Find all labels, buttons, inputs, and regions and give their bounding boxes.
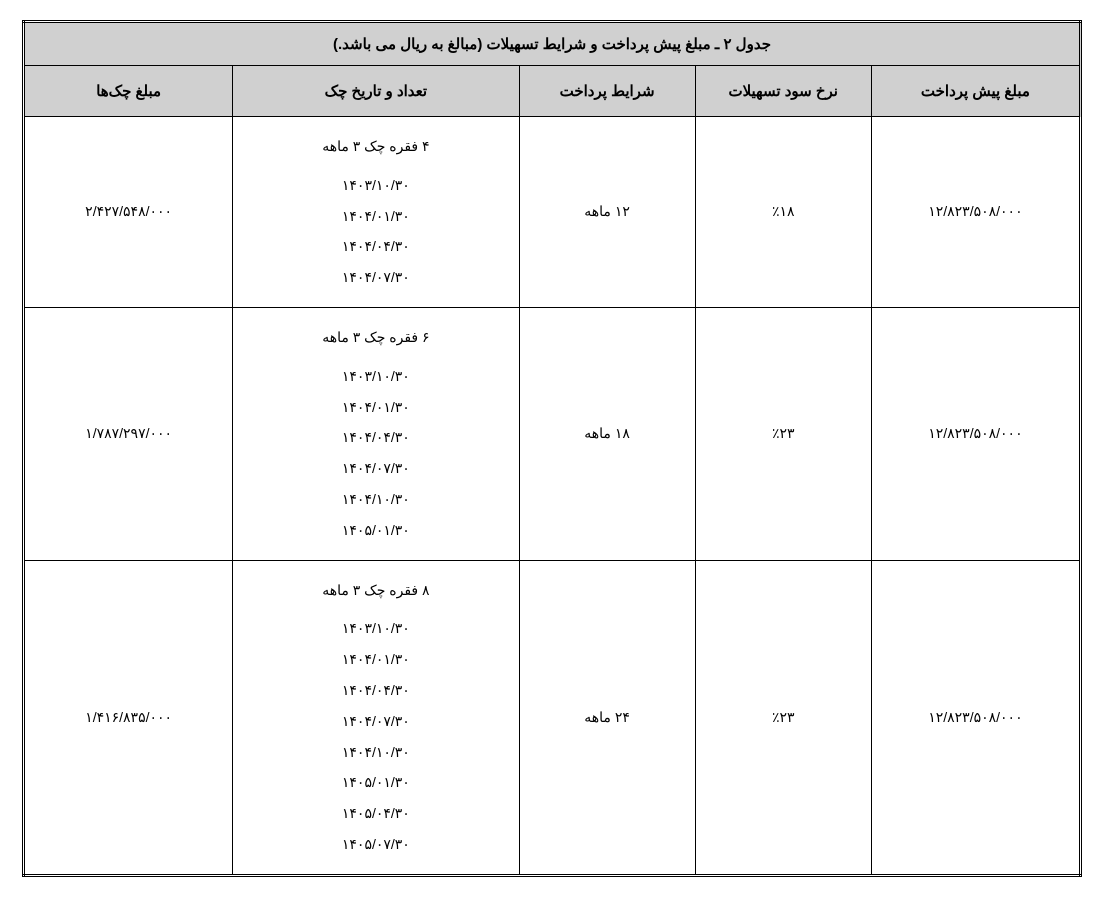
cell-check-amount: ۱/۴۱۶/۸۳۵/۰۰۰ [24,560,233,875]
table-row: ۱۲/۸۲۳/۵۰۸/۰۰۰٪۲۳۲۴ ماهه ۸ فقره چک ۳ ماهه… [24,560,1081,875]
check-date: ۱۴۰۴/۰۴/۳۰ [241,422,510,453]
cell-prepayment: ۱۲/۸۲۳/۵۰۸/۰۰۰ [871,307,1080,560]
cell-terms: ۱۸ ماهه [519,307,695,560]
cell-dates: ۴ فقره چک ۳ ماهه۱۴۰۳/۱۰/۳۰۱۴۰۴/۰۱/۳۰۱۴۰۴… [233,117,519,308]
check-date: ۱۴۰۵/۰۴/۳۰ [241,798,510,829]
cell-prepayment: ۱۲/۸۲۳/۵۰۸/۰۰۰ [871,560,1080,875]
cell-dates: ۶ فقره چک ۳ ماهه۱۴۰۳/۱۰/۳۰۱۴۰۴/۰۱/۳۰۱۴۰۴… [233,307,519,560]
cell-rate: ٪۲۳ [695,560,871,875]
table-title: جدول ۲ ـ مبلغ پیش پرداخت و شرایط تسهیلات… [24,22,1081,66]
col-header-amount: مبلغ چک‌ها [24,66,233,117]
cell-terms: ۲۴ ماهه [519,560,695,875]
col-header-prepayment: مبلغ پیش پرداخت [871,66,1080,117]
facilities-table-container: جدول ۲ ـ مبلغ پیش پرداخت و شرایط تسهیلات… [22,20,1082,877]
col-header-rate: نرخ سود تسهیلات [695,66,871,117]
table-row: ۱۲/۸۲۳/۵۰۸/۰۰۰٪۲۳۱۸ ماهه ۶ فقره چک ۳ ماهه… [24,307,1081,560]
cell-rate: ٪۲۳ [695,307,871,560]
header-row: مبلغ پیش پرداخت نرخ سود تسهیلات شرایط پر… [24,66,1081,117]
check-date: ۱۴۰۴/۰۷/۳۰ [241,453,510,484]
check-date: ۱۴۰۳/۱۰/۳۰ [241,361,510,392]
check-date: ۱۴۰۴/۱۰/۳۰ [241,484,510,515]
facilities-table: جدول ۲ ـ مبلغ پیش پرداخت و شرایط تسهیلات… [22,20,1082,877]
check-date: ۱۴۰۴/۰۱/۳۰ [241,644,510,675]
check-date: ۱۴۰۴/۰۷/۳۰ [241,262,510,293]
check-date: ۱۴۰۳/۱۰/۳۰ [241,613,510,644]
check-date: ۱۴۰۴/۱۰/۳۰ [241,737,510,768]
col-header-terms: شرایط پرداخت [519,66,695,117]
cell-terms: ۱۲ ماهه [519,117,695,308]
check-date: ۱۴۰۴/۰۷/۳۰ [241,706,510,737]
check-date: ۱۴۰۴/۰۴/۳۰ [241,231,510,262]
check-date: ۱۴۰۳/۱۰/۳۰ [241,170,510,201]
col-header-dates: تعداد و تاریخ چک [233,66,519,117]
cell-check-amount: ۱/۷۸۷/۲۹۷/۰۰۰ [24,307,233,560]
check-date: ۱۴۰۵/۰۱/۳۰ [241,767,510,798]
check-date: ۱۴۰۴/۰۴/۳۰ [241,675,510,706]
check-date: ۱۴۰۴/۰۱/۳۰ [241,201,510,232]
check-count-label: ۶ فقره چک ۳ ماهه [241,322,510,353]
table-body: ۱۲/۸۲۳/۵۰۸/۰۰۰٪۱۸۱۲ ماهه۴ فقره چک ۳ ماهه… [24,117,1081,876]
cell-prepayment: ۱۲/۸۲۳/۵۰۸/۰۰۰ [871,117,1080,308]
check-date: ۱۴۰۵/۰۱/۳۰ [241,515,510,546]
table-row: ۱۲/۸۲۳/۵۰۸/۰۰۰٪۱۸۱۲ ماهه ۴ فقره چک ۳ ماهه… [24,117,1081,308]
check-date: ۱۴۰۴/۰۱/۳۰ [241,392,510,423]
check-count-label: ۴ فقره چک ۳ ماهه [241,131,510,162]
cell-rate: ٪۱۸ [695,117,871,308]
cell-dates: ۸ فقره چک ۳ ماهه۱۴۰۳/۱۰/۳۰۱۴۰۴/۰۱/۳۰۱۴۰۴… [233,560,519,875]
check-count-label: ۸ فقره چک ۳ ماهه [241,575,510,606]
title-row: جدول ۲ ـ مبلغ پیش پرداخت و شرایط تسهیلات… [24,22,1081,66]
cell-check-amount: ۲/۴۲۷/۵۴۸/۰۰۰ [24,117,233,308]
check-date: ۱۴۰۵/۰۷/۳۰ [241,829,510,860]
